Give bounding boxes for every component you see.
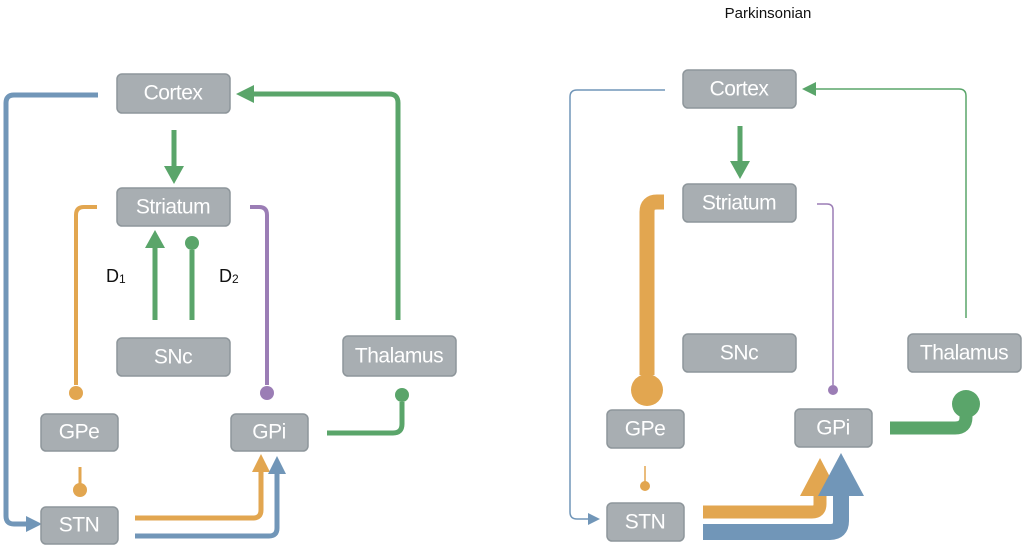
pd-snc-node: SNc [682,333,797,373]
svg-text:SNc: SNc [720,342,758,365]
svg-text:STN: STN [59,514,100,537]
thalamus-node: Thalamus [342,335,457,377]
gpe-node: GPe [40,413,119,452]
striatum-to-gpe-terminal [69,386,83,400]
parkinsonian-title: Parkinsonian [725,5,812,22]
svg-text:Cortex: Cortex [144,82,204,105]
pd-striatum-to-gpi-pathway [817,203,834,385]
snc-node: SNc [116,337,231,377]
gpi-node: GPi [230,413,309,452]
snc-d2-terminal [185,236,199,250]
pd-striatum-to-gpe-pathway [639,194,664,375]
d1-label: D1 [106,266,126,286]
svg-text:Thalamus: Thalamus [920,342,1008,365]
pd-stn-to-gpi-blue-arrowhead [818,453,864,496]
stn-to-gpi-blue-pathway [135,472,280,539]
stn-to-gpi-blue-arrowhead [268,456,286,474]
cortex-to-stn-arrowhead [26,516,42,532]
svg-text:GPe: GPe [59,421,100,444]
pd-striatum-to-gpe-terminal [631,374,663,406]
thalamus-to-cortex-arrowhead [236,85,254,103]
striatum-node: Striatum [116,187,231,227]
cortex-to-striatum-arrowhead [164,166,184,184]
striatum-to-gpi-pathway [250,205,269,385]
pd-thalamus-node: Thalamus [907,333,1022,373]
pd-stn-to-gpi-orange-pathway [703,490,827,519]
svg-text:GPi: GPi [252,421,286,444]
snc-d1-arrowhead [145,230,165,248]
svg-text:Cortex: Cortex [710,78,770,101]
stn-to-gpi-orange-arrowhead [252,454,270,472]
pd-cortex-to-striatum-arrowhead [730,161,750,179]
pd-thalamus-to-cortex-arrowhead [802,82,816,96]
svg-text:STN: STN [625,511,666,534]
gpi-to-thalamus-terminal [395,388,409,402]
parkinsonian-panel: Parkinsonian Cortex [569,5,1022,542]
pd-gpi-to-thalamus-terminal [952,390,980,418]
normal-panel: D1 D2 Cortex Striatum SNc Thalamus [3,73,457,545]
pd-thalamus-to-cortex-pathway [815,88,967,318]
svg-text:GPe: GPe [625,418,666,441]
svg-text:Thalamus: Thalamus [355,345,443,368]
pd-striatum-to-gpi-terminal [828,385,838,395]
pd-cortex-to-stn-pathway [569,89,665,520]
cortex-to-stn-pathway [3,92,98,527]
gpi-to-thalamus-pathway [327,402,405,436]
stn-node: STN [40,506,119,545]
gpe-to-stn-terminal [73,483,87,497]
striatum-to-gpi-terminal [260,386,274,400]
pd-cortex-node: Cortex [682,69,797,109]
d2-label: D2 [219,266,239,286]
svg-text:Striatum: Striatum [702,192,776,215]
stn-to-gpi-orange-pathway [135,470,264,521]
pd-stn-to-gpi-blue-pathway [703,495,849,540]
pd-cortex-to-stn-arrowhead [588,513,600,525]
pd-striatum-node: Striatum [682,183,797,223]
pd-gpi-node: GPi [794,408,873,448]
pd-gpe-to-stn-terminal [640,481,650,491]
pd-gpe-node: GPe [606,409,685,449]
thalamus-to-cortex-pathway [252,91,401,320]
pd-stn-node: STN [606,502,685,542]
svg-text:Striatum: Striatum [136,196,210,219]
striatum-to-gpe-pathway [74,205,97,385]
svg-text:SNc: SNc [154,346,192,369]
cortex-node: Cortex [116,73,231,114]
svg-text:GPi: GPi [816,417,850,440]
